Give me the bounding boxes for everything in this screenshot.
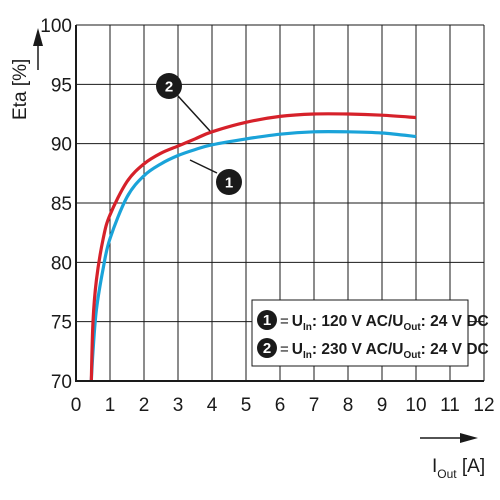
x-tick-label: 7 (309, 395, 320, 416)
legend-entry-2-out-sub: Out (403, 350, 421, 361)
series-2-marker: 2 (156, 73, 211, 132)
legend-entry-2-u: U (292, 341, 303, 358)
legend-entry-1-u-sub: In (303, 322, 312, 333)
y-axis-label-group: Eta [%] (10, 28, 43, 120)
legend-entry-1-badge-label: 1 (263, 312, 271, 329)
x-tick-label: 1 (105, 395, 116, 416)
series-1-line (89, 129, 417, 382)
legend-entry-2-text: = UIn: 230 V AC/UOut: 24 V DC (280, 341, 489, 361)
legend-entry-1-badge (257, 310, 277, 330)
x-tick-label: 5 (241, 395, 252, 416)
legend: 1 = UIn: 120 V AC/UOut: 24 V DC 2 = UIn:… (251, 299, 489, 367)
series-1-marker-badge (216, 169, 242, 195)
legend-entry-2-badge-label: 2 (263, 340, 271, 357)
y-axis-label-arrow-head (33, 28, 43, 46)
legend-box (251, 299, 469, 367)
x-tick-label: 8 (343, 395, 354, 416)
x-tick-label: 2 (139, 395, 150, 416)
series-group (89, 112, 417, 382)
series-1-marker-leader (189, 159, 218, 174)
x-tick-label: 10 (405, 395, 426, 416)
legend-entry-1-out-sub: Out (403, 322, 421, 333)
x-tick-label: 11 (440, 395, 460, 416)
legend-entry-2-text2: : 24 V DC (421, 341, 489, 358)
series-2-marker-label: 2 (165, 79, 173, 96)
x-tick-label: 0 (71, 395, 82, 416)
y-tick-label: 100 (40, 16, 72, 37)
legend-entry-2-text1: : 230 V AC/U (312, 341, 404, 358)
series-1-marker: 1 (189, 159, 242, 195)
series-2-marker-badge (156, 73, 182, 99)
series-2-marker-leader (177, 95, 211, 132)
x-axis-label-arrow-head (460, 433, 478, 443)
x-tick-label: 3 (173, 395, 184, 416)
axes (75, 25, 484, 382)
series-2-line (89, 112, 417, 382)
x-axis-label-unit: [A] (457, 456, 486, 477)
legend-entry-2: 2 = UIn: 230 V AC/UOut: 24 V DC (257, 338, 489, 361)
x-tick-label: 12 (473, 395, 494, 416)
legend-entry-1: 1 = UIn: 120 V AC/UOut: 24 V DC (257, 310, 489, 333)
x-axis-label-group: IOut [A] (420, 433, 485, 481)
series-1-marker-label: 1 (225, 175, 233, 192)
x-axis-label: IOut [A] (432, 456, 485, 481)
y-tick-label: 70 (51, 372, 72, 393)
x-tick-label: 4 (207, 395, 218, 416)
y-tick-label: 75 (51, 313, 72, 334)
y-tick-label: 90 (51, 135, 72, 156)
x-axis-label-main: I (432, 456, 437, 477)
y-axis-label: Eta [%] (10, 59, 31, 120)
legend-entry-1-u: U (292, 313, 303, 330)
x-tick-label: 6 (275, 395, 286, 416)
legend-entry-1-text1: : 120 V AC/U (312, 313, 404, 330)
y-tick-label: 95 (51, 75, 72, 96)
legend-entry-1-text: = UIn: 120 V AC/UOut: 24 V DC (280, 313, 489, 333)
y-tick-label: 80 (51, 253, 72, 274)
y-tick-label: 85 (51, 194, 72, 215)
legend-entry-2-badge (257, 338, 277, 358)
x-axis-label-sub: Out (437, 467, 457, 481)
legend-entry-2-u-sub: In (303, 350, 312, 361)
x-tick-label: 9 (377, 395, 388, 416)
legend-entry-1-text2: : 24 V DC (421, 313, 489, 330)
